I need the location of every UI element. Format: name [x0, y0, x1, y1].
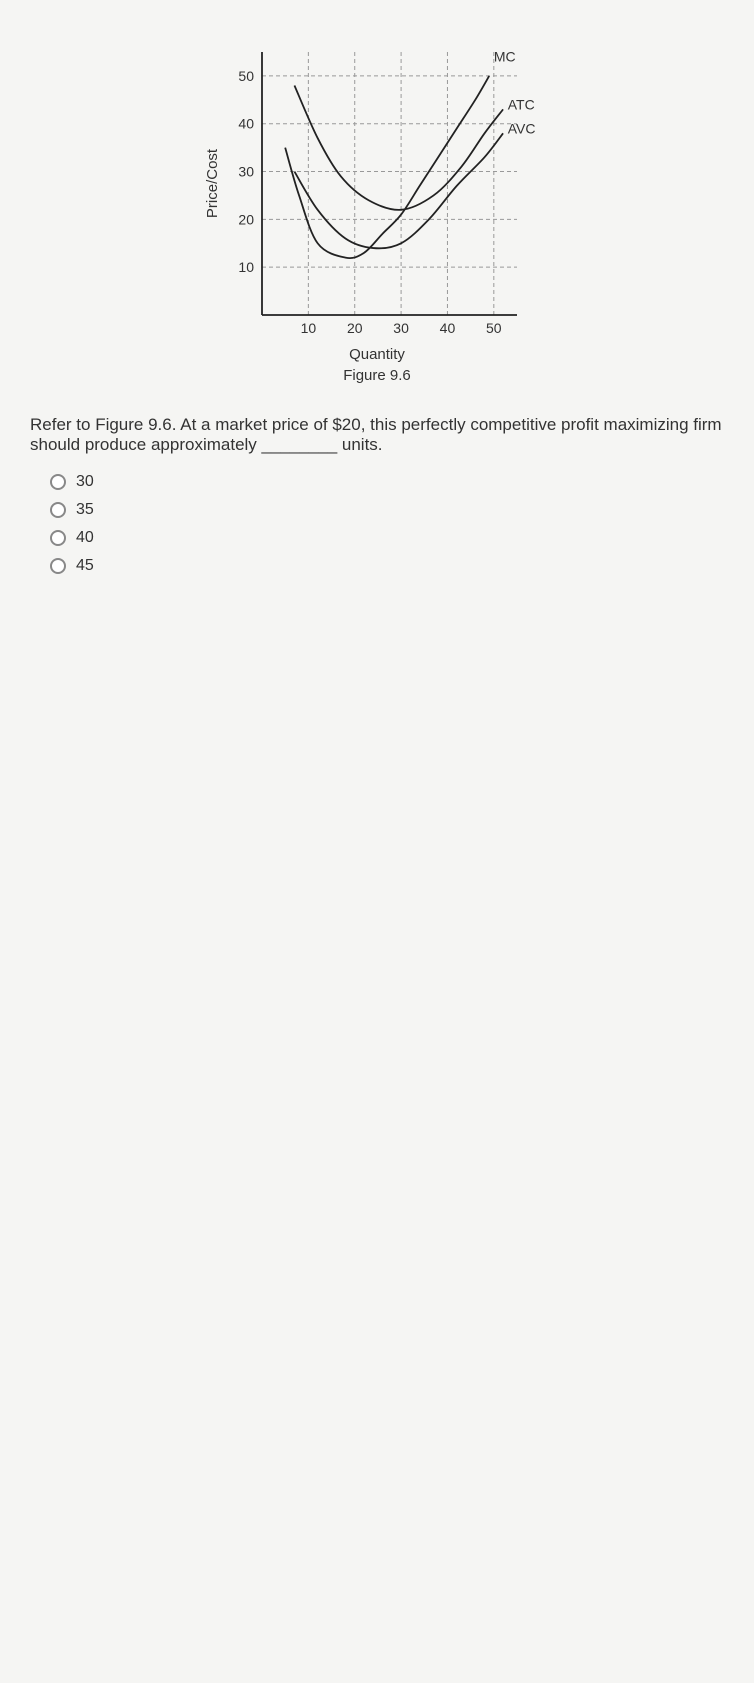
option-label: 35: [76, 501, 94, 519]
question-text: Refer to Figure 9.6. At a market price o…: [30, 415, 724, 455]
svg-text:MC: MC: [494, 49, 516, 65]
svg-text:10: 10: [238, 259, 254, 275]
radio-icon[interactable]: [50, 502, 66, 518]
cost-curve-chart: 10 20 30 40 50 10 20 30 40 50 Price/Cost MC ATC AVC: [187, 40, 567, 340]
answer-option[interactable]: 30: [50, 473, 734, 491]
svg-text:40: 40: [238, 116, 254, 132]
radio-icon[interactable]: [50, 474, 66, 490]
chart-figure: 10 20 30 40 50 10 20 30 40 50 Price/Cost MC ATC AVC Q…: [20, 40, 734, 385]
svg-text:50: 50: [238, 68, 254, 84]
option-label: 45: [76, 557, 94, 575]
x-axis-label: Quantity: [187, 346, 567, 363]
svg-text:40: 40: [440, 320, 456, 336]
figure-label: Figure 9.6: [187, 367, 567, 384]
option-label: 30: [76, 473, 94, 491]
radio-icon[interactable]: [50, 558, 66, 574]
svg-text:Price/Cost: Price/Cost: [204, 148, 221, 218]
answer-options: 30 35 40 45: [50, 473, 734, 575]
svg-text:10: 10: [301, 320, 317, 336]
svg-text:50: 50: [486, 320, 502, 336]
svg-text:ATC: ATC: [508, 96, 535, 112]
svg-text:20: 20: [238, 211, 254, 227]
radio-icon[interactable]: [50, 530, 66, 546]
answer-option[interactable]: 40: [50, 529, 734, 547]
svg-text:30: 30: [238, 164, 254, 180]
option-label: 40: [76, 529, 94, 547]
svg-text:20: 20: [347, 320, 363, 336]
svg-text:AVC: AVC: [508, 120, 536, 136]
answer-option[interactable]: 45: [50, 557, 734, 575]
svg-text:30: 30: [393, 320, 409, 336]
answer-option[interactable]: 35: [50, 501, 734, 519]
